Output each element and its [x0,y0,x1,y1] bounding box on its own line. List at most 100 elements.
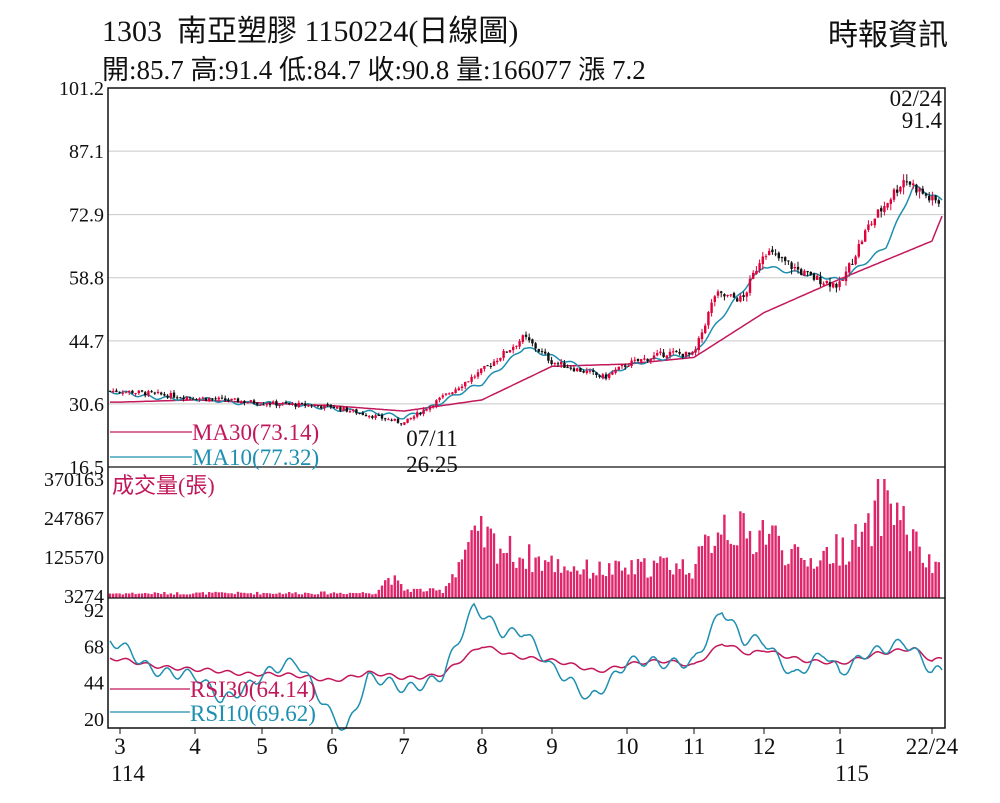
volume-bar [179,594,182,598]
candle-body [355,409,358,414]
candle-body [115,390,118,393]
volume-bar [582,569,585,598]
volume-bar [550,555,553,598]
volume-tick-label: 247867 [44,508,104,530]
volume-bar [374,593,377,598]
candle-body [713,296,716,302]
candle-body [272,401,275,405]
volume-bar [406,589,409,598]
volume-bar [425,591,428,598]
volume-bar [646,577,649,598]
candle-body [294,403,297,407]
candle-body [435,400,438,407]
x-tick-label: 8 [476,734,488,759]
chart-frame [107,87,946,734]
rsi30-line [109,643,943,683]
volume-bar [572,566,576,598]
candle-body [828,282,832,287]
volume-bar [252,594,256,598]
candle-body [288,403,291,405]
candle-body [544,351,547,354]
candle-body [636,358,640,361]
candle-body [476,372,480,377]
candle-body [787,260,790,262]
volume-bar [137,593,140,598]
candle-body [371,416,374,418]
candle-body [377,415,380,417]
candle-body [857,244,860,257]
candle-body [432,405,435,407]
volume-bar [921,562,924,598]
volume-bar [784,565,787,598]
volume-bar [246,593,249,598]
candle-body [611,372,614,375]
candle-body [563,362,566,368]
candle-body [444,393,448,395]
candle-body [918,188,921,192]
candle-body [732,293,736,298]
candle-body [342,407,345,412]
volume-bar [531,572,534,598]
volume-bar [563,566,566,598]
candle-body [892,189,896,200]
low-value-label: 26.25 [406,452,458,477]
volume-bar [262,592,265,598]
volume-bar [668,569,672,598]
candle-body [320,406,323,408]
candle-body [796,266,800,270]
candle-body [905,181,908,183]
volume-bar [204,594,208,598]
volume-bar [284,593,288,598]
candle-body [604,374,608,379]
volume-bar [272,593,275,598]
candle-body [736,298,739,302]
volume-bar [905,534,908,598]
ma30-legend-label: MA30(73.14) [192,420,319,445]
candle-body [870,223,873,225]
candle-body [428,406,432,410]
volume-bar [656,563,659,598]
candle-body [140,390,144,392]
candle-body [633,359,636,361]
candle-body [614,369,617,373]
volume-bar [720,534,723,598]
candle-body [153,392,156,394]
volume-bar [281,594,284,598]
volume-bar [249,593,252,598]
volume-bar [716,532,720,598]
candle-body [566,367,569,369]
year-label: 114 [111,761,145,786]
volume-bar [924,567,928,598]
volume-bar [723,514,726,598]
volume-bar [675,563,678,598]
candle-body [774,253,777,255]
volume-bar [710,552,713,598]
candle-body [473,376,476,378]
candle-body [880,208,883,212]
volume-bar [160,594,163,598]
candle-body [403,422,406,425]
volume-bar [758,530,761,598]
volume-bar [649,576,652,598]
candle-body [524,334,528,337]
candle-body [156,391,160,393]
volume-bar [732,544,736,598]
volume-bar [211,592,214,598]
volume-bar [764,544,768,598]
candle-body [502,350,505,358]
volume-bar [860,531,864,598]
candle-body [793,267,796,269]
candle-body [809,271,812,275]
candle-body [896,189,899,193]
price-tick-label: 44.7 [69,331,104,353]
volume-bar [790,548,793,598]
rsi-tick-label: 92 [84,600,104,622]
candle-body [480,368,483,374]
volume-bar [534,557,537,598]
candle-body [448,393,451,395]
candle-body [576,368,579,372]
volume-bar [681,559,684,598]
candle-body [550,360,553,365]
candle-body [627,365,630,367]
candle-body [124,391,128,393]
